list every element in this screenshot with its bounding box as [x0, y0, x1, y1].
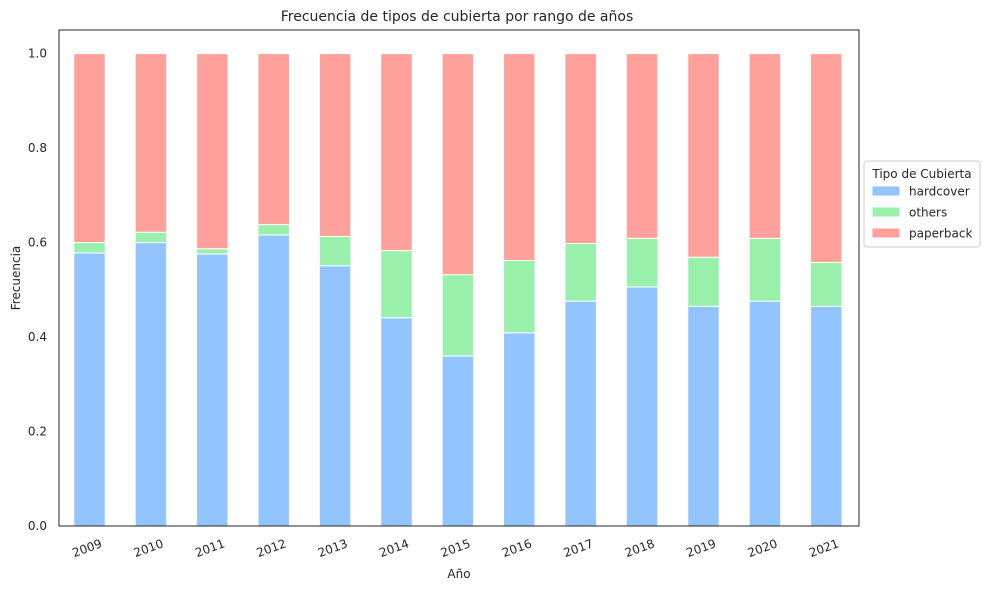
bar-paperback-2015	[441, 53, 475, 276]
x-tick-label: 2019	[684, 536, 717, 560]
x-tick-label: 2010	[132, 536, 165, 560]
legend-label-others: others	[909, 206, 947, 220]
x-tick-label: 2009	[70, 536, 103, 560]
bar-others-2013	[318, 235, 352, 267]
bars-layer	[73, 53, 843, 527]
bar-others-2010	[134, 231, 168, 244]
bar-others-2017	[564, 243, 597, 302]
x-axis-label: Año	[447, 567, 470, 581]
legend-label-paperback: paperback	[909, 227, 972, 241]
y-axis-ticks: 0.0 0.2 0.4 0.6 0.8 1.0	[28, 47, 47, 533]
bar-paperback-2019	[687, 53, 720, 258]
bar-paperback-2016	[503, 53, 536, 262]
bar-others-2011	[196, 248, 229, 255]
bar-others-2016	[503, 260, 536, 334]
legend-swatch-hardcover	[871, 185, 901, 197]
bar-hardcover-2016	[503, 332, 536, 527]
bar-hardcover-2017	[564, 300, 597, 527]
y-tick-label: 0.4	[28, 330, 47, 344]
x-tick-label: 2012	[255, 536, 288, 560]
bar-others-2014	[380, 250, 413, 319]
legend-title: Tipo de Cubierta	[871, 167, 971, 181]
legend-frame	[863, 160, 981, 248]
bar-hardcover-2021	[810, 305, 843, 527]
x-tick-label: 2011	[193, 536, 226, 560]
bar-paperback-2018	[625, 53, 659, 239]
bar-paperback-2009	[73, 53, 106, 244]
bar-hardcover-2018	[625, 286, 659, 527]
bar-paperback-2017	[564, 53, 597, 245]
bar-hardcover-2014	[380, 317, 413, 527]
bar-paperback-2011	[196, 53, 229, 250]
x-tick-label: 2020	[746, 536, 779, 560]
bar-others-2020	[748, 237, 782, 302]
legend-swatch-others	[871, 206, 901, 218]
x-tick-label: 2016	[500, 536, 533, 560]
legend-swatch-paperback	[871, 227, 901, 239]
bar-others-2019	[687, 256, 720, 307]
bar-paperback-2021	[810, 53, 843, 263]
y-tick-label: 0.8	[28, 141, 47, 155]
y-axis-label: Frecuencia	[9, 246, 23, 311]
bar-others-2018	[625, 237, 659, 288]
bar-hardcover-2013	[318, 265, 352, 527]
x-tick-label: 2017	[562, 536, 595, 560]
legend: Tipo de Cubierta hardcover others paperbac…	[863, 160, 981, 248]
bar-hardcover-2012	[257, 234, 290, 527]
x-tick-label: 2021	[807, 536, 840, 560]
bar-paperback-2014	[380, 53, 413, 252]
bar-paperback-2010	[134, 53, 168, 233]
bar-others-2021	[810, 261, 843, 307]
bar-paperback-2013	[318, 53, 352, 237]
x-tick-label: 2014	[377, 536, 410, 560]
x-tick-label: 2018	[623, 536, 656, 560]
bar-hardcover-2011	[196, 253, 229, 527]
legend-label-hardcover: hardcover	[909, 185, 970, 199]
bar-others-2015	[441, 274, 475, 357]
bar-others-2012	[257, 224, 290, 236]
bar-others-2009	[73, 242, 106, 254]
bar-paperback-2020	[748, 53, 782, 239]
bar-hardcover-2010	[134, 242, 168, 527]
bar-paperback-2012	[257, 53, 290, 226]
y-tick-label: 0.2	[28, 425, 47, 439]
bar-hardcover-2020	[748, 300, 782, 527]
y-tick-label: 1.0	[28, 47, 47, 61]
legend-items: hardcover others paperback	[871, 185, 972, 241]
x-tick-label: 2015	[439, 536, 472, 560]
bar-hardcover-2019	[687, 305, 720, 527]
x-axis-ticks: 2009 2010 2011 2012 2013 2014 2015 2016 2017 2018…	[70, 536, 840, 560]
bar-hardcover-2015	[441, 355, 475, 527]
bar-hardcover-2009	[73, 252, 106, 527]
chart-title: Frecuencia de tipos de cubierta por rang…	[281, 9, 634, 25]
x-tick-label: 2013	[316, 536, 349, 560]
y-tick-label: 0.6	[28, 236, 47, 250]
y-tick-label: 0.0	[28, 519, 47, 533]
plot-frame	[58, 29, 860, 527]
